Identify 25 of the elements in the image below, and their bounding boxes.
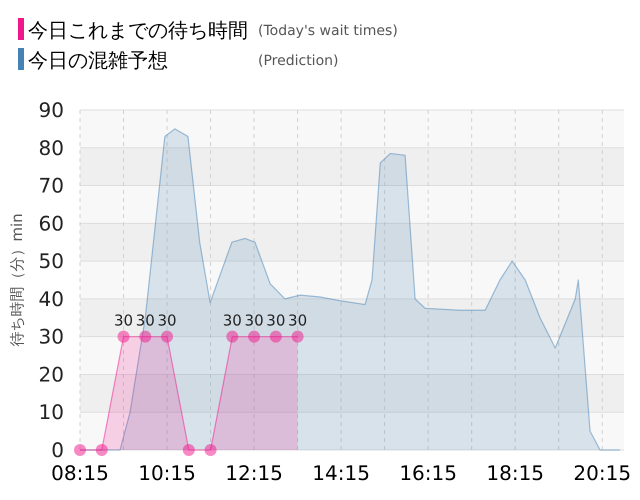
x-tick-label: 10:15 — [138, 461, 196, 485]
y-tick-label: 40 — [38, 286, 64, 311]
data-label: 30 — [136, 312, 155, 330]
x-tick-label: 18:15 — [486, 461, 544, 485]
y-axis-title: 待ち時間（分）min — [8, 213, 26, 347]
x-tick-label: 20:15 — [573, 461, 632, 485]
data-label: 30 — [157, 312, 177, 330]
y-tick-label: 60 — [38, 211, 64, 236]
y-tick-label: 80 — [38, 136, 64, 160]
y-tick-label: 20 — [38, 362, 64, 386]
y-tick-label: 50 — [38, 249, 64, 274]
data-label: 30 — [114, 312, 134, 330]
data-label: 30 — [222, 312, 242, 330]
data-label: 30 — [288, 312, 308, 330]
y-tick-label: 10 — [38, 400, 64, 424]
x-tick-label: 16:15 — [399, 461, 457, 485]
x-tick-label: 08:15 — [51, 461, 109, 485]
y-tick-label: 30 — [38, 324, 64, 349]
data-label: 30 — [266, 312, 286, 330]
x-tick-label: 14:15 — [312, 461, 370, 485]
y-tick-label: 90 — [38, 98, 64, 122]
x-tick-label: 12:15 — [225, 461, 283, 485]
data-label: 30 — [244, 312, 264, 330]
y-tick-label: 0 — [51, 438, 64, 462]
y-tick-label: 70 — [38, 174, 64, 198]
